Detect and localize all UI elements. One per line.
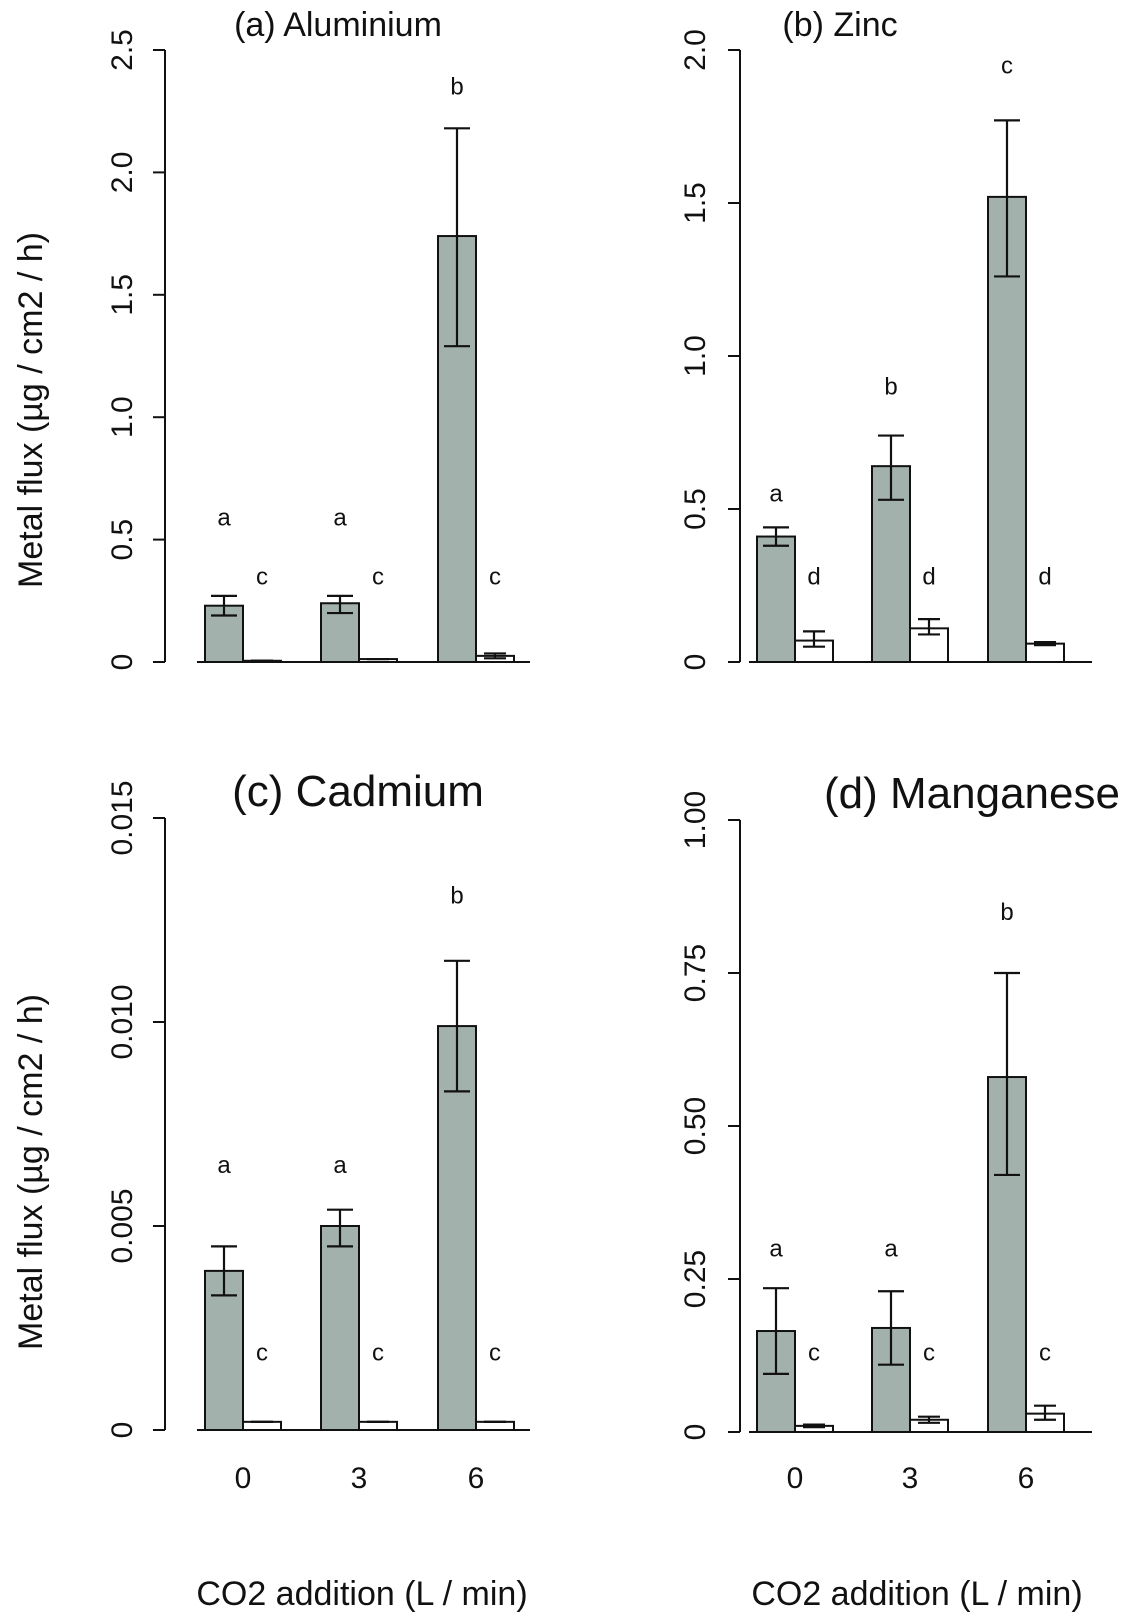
y-tick-label: 1.5	[679, 182, 712, 224]
significance-letter: c	[372, 563, 384, 590]
significance-letter: c	[1039, 1339, 1051, 1366]
y-tick-label: 0.015	[106, 780, 139, 855]
significance-letter: c	[256, 563, 268, 590]
bar-white-6	[1025, 642, 1065, 664]
y-tick-label: 2.0	[106, 152, 139, 194]
panel-title: (b) Zinc	[782, 6, 897, 44]
panel-title: (a) Aluminium	[234, 6, 442, 44]
y-axis-label-bottom: Metal flux (µg / cm2 / h)	[12, 994, 50, 1350]
x-tick-label: 0	[235, 1462, 252, 1495]
panel-aluminium: (a) Aluminium 0 0.5 1.0 1.5 2.0 2.5 a a b c c c	[106, 6, 530, 670]
significance-letter: d	[1038, 563, 1051, 590]
y-tick-label: 0.25	[679, 1250, 712, 1308]
significance-letter: a	[217, 505, 231, 532]
significance-letter: a	[769, 481, 783, 508]
significance-letter: b	[1000, 899, 1013, 926]
x-tick-label: 6	[468, 1462, 485, 1495]
x-tick-label: 6	[1018, 1462, 1035, 1495]
significance-letter: a	[333, 505, 347, 532]
significance-letter: d	[922, 563, 935, 590]
y-tick-label: 0.005	[106, 1188, 139, 1263]
significance-letter: b	[450, 883, 463, 910]
panel-title: (c) Cadmium	[232, 767, 484, 816]
significance-letter: d	[807, 563, 820, 590]
bar-white-6	[475, 1420, 515, 1431]
y-tick-label: 1.00	[679, 791, 712, 849]
x-axis-label-left: CO2 addition (L / min)	[196, 1575, 527, 1613]
y-axis-label-top: Metal flux (µg / cm2 / h)	[12, 232, 50, 588]
panel-title: (d) Manganese	[824, 769, 1120, 818]
bar-white-3	[358, 1420, 398, 1431]
x-tick-label: 0	[787, 1462, 804, 1495]
y-tick-label: 1.0	[679, 335, 712, 377]
significance-letter: b	[450, 74, 463, 101]
significance-letter: a	[769, 1235, 783, 1262]
significance-letter: b	[884, 374, 897, 401]
significance-letter: c	[489, 563, 501, 590]
y-tick-label: 0.010	[106, 984, 139, 1059]
y-tick-label: 0	[679, 1424, 712, 1441]
y-tick-label: 0	[106, 1422, 139, 1439]
significance-letter: c	[1001, 52, 1013, 79]
panel-cadmium: (c) Cadmium 0 0.005 0.010 0.015 a a b c c c 0 3 6	[106, 767, 530, 1495]
bar-grey-0	[756, 535, 796, 663]
significance-letter: a	[333, 1152, 347, 1179]
y-tick-label: 0	[679, 654, 712, 671]
y-tick-label: 0.50	[679, 1097, 712, 1155]
y-tick-label: 0.5	[679, 488, 712, 530]
y-tick-label: 2.5	[106, 29, 139, 71]
x-tick-label: 3	[902, 1462, 919, 1495]
significance-letter: c	[808, 1339, 820, 1366]
significance-letter: c	[923, 1339, 935, 1366]
bar-grey-6	[437, 235, 477, 663]
x-axis-label-right: CO2 addition (L / min)	[751, 1575, 1082, 1613]
significance-letter: c	[372, 1339, 384, 1366]
panel-zinc: (b) Zinc 0 0.5 1.0 1.5 2.0 a b c d d d	[679, 6, 1092, 670]
significance-letter: c	[489, 1339, 501, 1366]
bar-white-0	[242, 1420, 282, 1431]
y-tick-label: 1.0	[106, 396, 139, 438]
x-tick-label: 3	[351, 1462, 368, 1495]
significance-letter: a	[217, 1152, 231, 1179]
significance-letter: a	[884, 1235, 898, 1262]
bar-grey-3	[320, 1225, 360, 1431]
y-tick-label: 0.5	[106, 519, 139, 561]
y-tick-label: 0	[106, 654, 139, 671]
y-tick-label: 2.0	[679, 29, 712, 71]
y-tick-label: 1.5	[106, 274, 139, 316]
y-tick-label: 0.75	[679, 944, 712, 1002]
significance-letter: c	[256, 1339, 268, 1366]
bar-grey-0	[204, 1269, 244, 1431]
panel-manganese: (d) Manganese 0 0.25 0.50 0.75 1.00 a a b c c c 0 3 6	[679, 769, 1120, 1495]
